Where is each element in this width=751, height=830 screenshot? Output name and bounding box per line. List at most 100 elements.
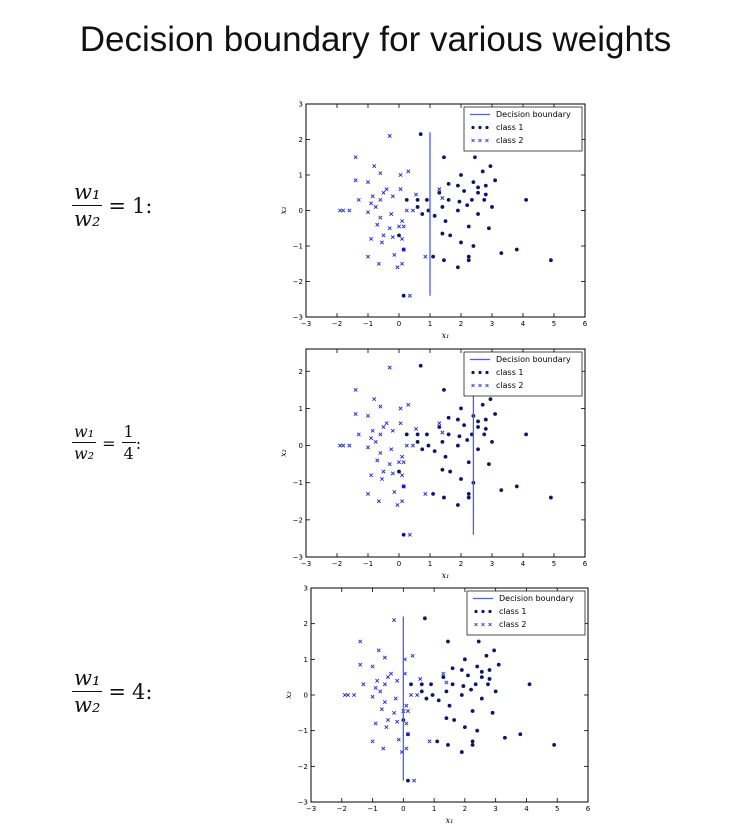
class1-point: [442, 258, 446, 263]
class1-point: [452, 718, 457, 722]
ratio-numerator: 1: [121, 422, 136, 443]
class2-point: [376, 648, 381, 653]
class1-point: [465, 203, 470, 208]
class1-point: [450, 682, 455, 687]
x-tick-label: 4: [524, 805, 529, 813]
y-tick-label: 1: [304, 656, 308, 664]
y-tick-label: 3: [299, 101, 303, 109]
class2-point: [365, 210, 371, 215]
class2-point: [401, 460, 406, 465]
class2-point: [390, 471, 395, 476]
class1-point: [518, 732, 523, 737]
class2-point: [396, 460, 402, 465]
class1-point: [429, 682, 433, 687]
class2-point: [376, 261, 381, 266]
x-tick-label: −3: [306, 805, 316, 813]
legend-swatch-class1: [471, 125, 475, 130]
x-tick-label: 5: [552, 560, 556, 568]
class1-point: [487, 226, 491, 231]
class1-point: [419, 682, 424, 687]
x-tick-label: −1: [367, 805, 377, 813]
class2-point: [342, 692, 347, 698]
class1-point: [431, 491, 435, 496]
class1-point: [459, 173, 463, 177]
class2-point: [378, 215, 383, 220]
class1-point: [461, 684, 466, 688]
class1-point: [441, 675, 446, 680]
class1-point: [456, 208, 460, 213]
equals-sign: =: [108, 194, 127, 218]
class1-point: [456, 265, 460, 270]
class1-point: [450, 666, 455, 671]
class2-point: [407, 532, 412, 537]
y-tick-label: −3: [293, 314, 303, 322]
equals-sign: =: [102, 433, 116, 453]
class1-point: [466, 495, 471, 500]
class2-point: [412, 778, 417, 783]
class2-point: [389, 212, 394, 217]
legend-swatch-class1: [488, 609, 492, 614]
class1-point: [473, 682, 478, 687]
weight-ratio-fraction: w₁ w₂: [72, 182, 103, 230]
class1-point: [487, 677, 492, 681]
class2-point: [405, 732, 410, 737]
y-tick-label: 1: [299, 405, 303, 413]
x-axis-label: x₁: [442, 571, 450, 580]
class1-point: [456, 417, 460, 422]
class2-point: [370, 428, 375, 433]
y-tick-label: −2: [293, 516, 303, 524]
class1-point: [549, 258, 553, 263]
class1-point: [527, 682, 532, 687]
class1-point: [432, 449, 437, 454]
class1-point: [420, 447, 425, 452]
legend-swatch-class2: [485, 138, 489, 143]
class2-point: [353, 387, 358, 392]
class1-point: [524, 197, 528, 202]
class1-point: [476, 639, 481, 644]
class2-point: [415, 692, 420, 698]
legend-swatch-class2: [488, 622, 492, 627]
class2-point: [379, 476, 384, 482]
class1-point: [493, 689, 498, 694]
x-tick-label: 1: [428, 320, 432, 328]
class2-point: [338, 208, 343, 213]
y-tick-label: −3: [298, 799, 308, 807]
class1-point: [475, 664, 480, 669]
weight-ratio-equation-2: w₁ w₂ = 1 4 :: [72, 424, 141, 462]
class1-point: [499, 251, 504, 256]
ratio-suffix: :: [135, 433, 142, 453]
class2-point: [365, 491, 371, 496]
class2-point: [384, 725, 389, 730]
class1-point: [466, 491, 471, 496]
class2-point: [390, 428, 395, 433]
class2-point: [392, 489, 397, 495]
class1-point: [490, 710, 495, 715]
class1-point: [470, 739, 475, 744]
class1-point: [440, 439, 445, 444]
legend-swatch-class2: [478, 383, 482, 388]
class1-point: [397, 233, 401, 238]
class1-point: [514, 484, 519, 489]
class2-point: [358, 662, 363, 667]
class1-point: [415, 197, 420, 202]
class2-point: [353, 411, 358, 417]
class2-point: [398, 187, 403, 192]
class1-point: [483, 426, 488, 431]
class2-point: [372, 164, 377, 169]
class2-point: [373, 685, 378, 690]
equation-rhs: = 1:: [108, 194, 152, 218]
class2-point: [404, 703, 409, 708]
class2-point: [373, 721, 378, 726]
class1-point: [483, 417, 488, 422]
x-tick-label: 2: [459, 560, 463, 568]
class2-point: [390, 235, 395, 240]
class1-point: [469, 687, 473, 692]
class1-point: [487, 462, 491, 467]
class2-point: [392, 252, 397, 257]
y-tick-label: −1: [293, 243, 303, 251]
class1-point: [482, 197, 487, 202]
class1-point: [425, 432, 429, 437]
class2-point: [395, 502, 400, 508]
class2-point: [400, 261, 405, 266]
scatter-plot-2: −3 −2 −1 0 1 2 3 4 5 6 −3 −2 −1 0 1 2 x₁ x₂ Decision bound…: [266, 343, 596, 588]
